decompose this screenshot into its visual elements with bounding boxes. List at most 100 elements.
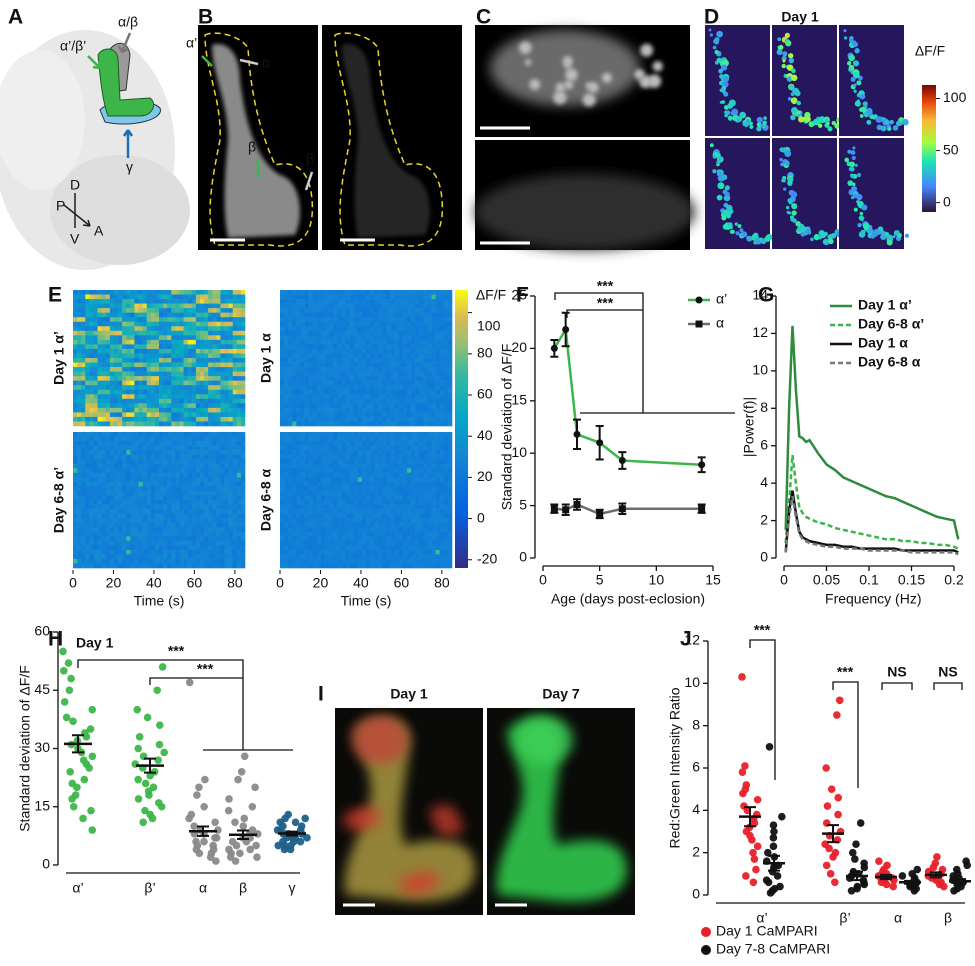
heatmap-cell bbox=[317, 358, 321, 363]
heatmap-cell bbox=[300, 455, 304, 460]
heatmap-cell bbox=[407, 468, 411, 473]
heatmap-cell bbox=[122, 468, 126, 473]
heatmap-cell bbox=[81, 527, 85, 532]
heatmap-cell bbox=[77, 344, 81, 349]
heatmap-cell bbox=[110, 455, 114, 460]
heatmap-cell bbox=[98, 541, 102, 546]
heatmap-cell bbox=[317, 408, 321, 413]
heatmap-cell bbox=[391, 290, 395, 295]
heatmap-cell bbox=[407, 408, 411, 413]
heatmap-cell bbox=[167, 363, 171, 368]
heatmap-cell bbox=[188, 322, 192, 327]
heatmap-cell bbox=[237, 532, 241, 537]
heatmap-cell bbox=[346, 403, 350, 408]
heatmap-cell bbox=[159, 523, 163, 528]
heatmap-cell bbox=[382, 376, 386, 381]
heatmap-cell bbox=[317, 367, 321, 372]
heatmap-cell bbox=[175, 514, 179, 519]
heatmap-cell bbox=[427, 308, 431, 313]
heatmap-cell bbox=[300, 331, 304, 336]
heatmap-cell bbox=[440, 340, 444, 345]
heatmap-cell bbox=[192, 468, 196, 473]
heatmap-cell bbox=[313, 477, 317, 482]
heatmap-cell bbox=[317, 290, 321, 295]
heatmap-cell bbox=[370, 455, 374, 460]
heatmap-cell bbox=[122, 455, 126, 460]
heatmap-cell bbox=[436, 473, 440, 478]
heatmap-cell bbox=[440, 473, 444, 478]
heatmap-cell bbox=[362, 486, 366, 491]
activity-spot bbox=[889, 120, 894, 125]
heatmap-cell bbox=[321, 500, 325, 505]
heatmap-cell bbox=[196, 523, 200, 528]
heatmap-cell bbox=[313, 394, 317, 399]
heatmap-cell bbox=[333, 486, 337, 491]
cell bbox=[652, 61, 662, 71]
heatmap-cell bbox=[325, 491, 329, 496]
heatmap-cell bbox=[139, 491, 143, 496]
heatmap-cell bbox=[317, 394, 321, 399]
activity-spot bbox=[856, 194, 862, 200]
activity-spot bbox=[792, 100, 796, 104]
heatmap-cell bbox=[415, 290, 419, 295]
heatmap-cell bbox=[341, 437, 345, 442]
heatmap-cell bbox=[216, 403, 220, 408]
heatmap-cell bbox=[415, 500, 419, 505]
heatmap-cell bbox=[151, 563, 155, 568]
heatmap-cell bbox=[233, 385, 237, 390]
heatmap-cell bbox=[423, 290, 427, 295]
heatmap-cell bbox=[362, 331, 366, 336]
heatmap-cell bbox=[280, 455, 284, 460]
heatmap-cell bbox=[179, 322, 183, 327]
heatmap-cell bbox=[184, 554, 188, 559]
heatmap-cell bbox=[81, 459, 85, 464]
heatmap-cell bbox=[337, 477, 341, 482]
heatmap-cell bbox=[284, 340, 288, 345]
heatmap-cell bbox=[134, 349, 138, 354]
heatmap-cell bbox=[151, 331, 155, 336]
heatmap-cell bbox=[436, 459, 440, 464]
heatmap-cell bbox=[122, 385, 126, 390]
heatmap-cell bbox=[155, 505, 159, 510]
heatmap-cell bbox=[280, 304, 284, 309]
heatmap-cell bbox=[378, 403, 382, 408]
heatmap-cell bbox=[337, 421, 341, 426]
heatmap-cell bbox=[321, 344, 325, 349]
heatmap-cell bbox=[159, 349, 163, 354]
heatmap-cell bbox=[440, 304, 444, 309]
heatmap-cell bbox=[102, 317, 106, 322]
heatmap-cell bbox=[73, 545, 77, 550]
heatmap-cell bbox=[305, 372, 309, 377]
heatmap-cell bbox=[114, 322, 118, 327]
heatmap-cell bbox=[114, 358, 118, 363]
activity-spot bbox=[715, 61, 719, 65]
heatmap-cell bbox=[139, 514, 143, 519]
heatmap-cell bbox=[292, 390, 296, 395]
heatmap-cell bbox=[229, 299, 233, 304]
heatmap-cell bbox=[229, 532, 233, 537]
heatmap-cell bbox=[305, 399, 309, 404]
heatmap-cell bbox=[423, 412, 427, 417]
heatmap-cell bbox=[143, 353, 147, 358]
heatmap-cell bbox=[427, 473, 431, 478]
heatmap-cell bbox=[391, 421, 395, 426]
heatmap-cell bbox=[204, 331, 208, 336]
heatmap-cell bbox=[77, 381, 81, 386]
lobe-label: α’/β’ bbox=[60, 38, 86, 54]
heatmap-cell bbox=[237, 313, 241, 318]
heatmap-cell bbox=[411, 417, 415, 422]
heatmap-cell bbox=[333, 372, 337, 377]
heatmap-cell bbox=[159, 491, 163, 496]
heatmap-cell bbox=[329, 376, 333, 381]
heatmap-cell bbox=[395, 322, 399, 327]
heatmap-cell bbox=[229, 559, 233, 564]
heatmap-cell bbox=[237, 459, 241, 464]
heatmap-cell bbox=[370, 495, 374, 500]
heatmap-cell bbox=[448, 464, 452, 469]
heatmap-cell bbox=[350, 290, 354, 295]
heatmap-cell bbox=[419, 441, 423, 446]
heatmap-cell bbox=[350, 308, 354, 313]
heatmap-cell bbox=[151, 437, 155, 442]
heatmap-cell bbox=[77, 505, 81, 510]
heatmap-cell bbox=[366, 308, 370, 313]
